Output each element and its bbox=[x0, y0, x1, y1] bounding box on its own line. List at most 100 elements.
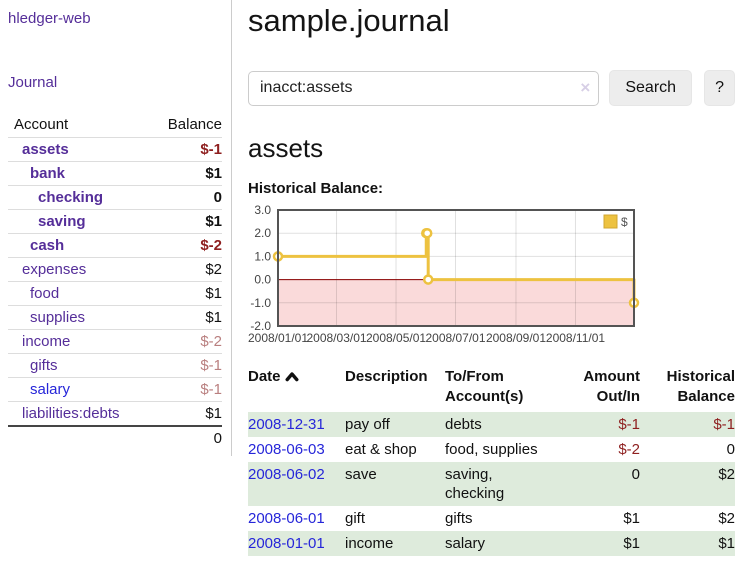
sidebar-account-link[interactable]: income bbox=[22, 333, 71, 350]
register-balance: $2 bbox=[718, 466, 735, 483]
date-sort-link[interactable]: Date bbox=[248, 368, 299, 385]
sidebar-account-balance: $2 bbox=[205, 261, 222, 278]
amount-column-header: Amount Out/In bbox=[583, 368, 640, 405]
sidebar-account-link[interactable]: food bbox=[30, 285, 60, 302]
register-description: save bbox=[345, 466, 377, 483]
register-amount: 0 bbox=[631, 466, 640, 483]
search-input[interactable] bbox=[248, 70, 600, 106]
sidebar-account-balance: $1 bbox=[205, 405, 222, 422]
register-balance: $-1 bbox=[713, 416, 735, 433]
sidebar-account-link[interactable]: liabilities:debts bbox=[22, 405, 120, 422]
register-description: income bbox=[345, 535, 394, 552]
accounts-total-value: 0 bbox=[213, 430, 222, 447]
svg-text:-2.0: -2.0 bbox=[250, 319, 271, 333]
sidebar-account-balance: $1 bbox=[205, 213, 222, 230]
chart-label: Historical Balance: bbox=[248, 180, 384, 197]
balance-chart: 3.0 2.0 1.0 0.0 -1.0 -2.02008/01/012008/03/01… bbox=[248, 203, 640, 345]
sidebar-item-journal[interactable]: Journal bbox=[8, 74, 58, 91]
sidebar-account-row: checking 0 bbox=[8, 185, 222, 210]
svg-text:2008/01/01: 2008/01/01 bbox=[248, 331, 308, 345]
svg-text:2008/11/01: 2008/11/01 bbox=[546, 331, 605, 345]
sidebar-account-balance: $-1 bbox=[200, 141, 222, 158]
sidebar-account-link[interactable]: expenses bbox=[22, 261, 87, 278]
register-accounts: food, supplies bbox=[445, 441, 538, 458]
search-button[interactable]: Search bbox=[609, 70, 693, 106]
sidebar-account-row: bank $1 bbox=[8, 161, 222, 186]
register-accounts: salary bbox=[445, 535, 486, 552]
svg-text:$: $ bbox=[621, 215, 628, 229]
svg-text:1.0: 1.0 bbox=[254, 249, 271, 263]
register-row[interactable]: 2008-06-03 eat & shop food, supplies $-2 0 bbox=[248, 437, 735, 462]
sidebar-account-row: food $1 bbox=[8, 281, 222, 306]
description-column-header: Description bbox=[345, 368, 428, 385]
sidebar-account-row: gifts $-1 bbox=[8, 353, 222, 378]
register-balance: $2 bbox=[718, 510, 735, 527]
sidebar-account-row: income $-2 bbox=[8, 329, 222, 354]
register-date-link[interactable]: 2008-06-01 bbox=[248, 510, 325, 527]
sidebar-account-link[interactable]: assets bbox=[22, 141, 69, 158]
register-row[interactable]: 2008-01-01 income salary $1 $1 bbox=[248, 531, 735, 556]
register-date-link[interactable]: 2008-01-01 bbox=[248, 535, 325, 552]
sidebar-account-row: assets $-1 bbox=[8, 137, 222, 162]
register-amount: $1 bbox=[623, 510, 640, 527]
svg-text:2008/05/01: 2008/05/01 bbox=[366, 331, 426, 345]
svg-text:2.0: 2.0 bbox=[254, 226, 271, 240]
sidebar-account-row: expenses $2 bbox=[8, 257, 222, 282]
sidebar-account-balance: $1 bbox=[205, 165, 222, 182]
register-amount: $1 bbox=[623, 535, 640, 552]
svg-text:2008/09/01: 2008/09/01 bbox=[486, 331, 546, 345]
sidebar-account-link[interactable]: cash bbox=[30, 237, 65, 254]
search-form: × Search ? bbox=[248, 70, 735, 106]
svg-text:3.0: 3.0 bbox=[254, 204, 271, 217]
account-title: assets bbox=[248, 133, 324, 163]
clear-search-icon[interactable]: × bbox=[580, 77, 591, 97]
accounts-balance-table: Account Balance assets $-1 bank $1 checking 0… bbox=[8, 112, 222, 450]
register-row[interactable]: 2008-06-02 save saving, checking 0 $2 bbox=[248, 462, 735, 506]
sidebar-account-balance: 0 bbox=[213, 189, 222, 206]
chart-box: 3.0 2.0 1.0 0.0 -1.0 -2.0 2008/01/01 2008/03/01… bbox=[248, 203, 735, 350]
register-description: gift bbox=[345, 510, 366, 527]
register-date-link[interactable]: 2008-12-31 bbox=[248, 416, 325, 433]
sidebar-account-link[interactable]: salary bbox=[30, 381, 71, 398]
balance-column-header-register: Historical Balance bbox=[666, 368, 735, 405]
register-row[interactable]: 2008-12-31 pay off debts $-1 $-1 bbox=[248, 412, 735, 437]
sidebar-account-link[interactable]: saving bbox=[38, 213, 86, 230]
balance-column-header: Balance bbox=[167, 116, 222, 133]
sidebar-account-link[interactable]: bank bbox=[30, 165, 66, 182]
sidebar-account-link[interactable]: checking bbox=[38, 189, 104, 206]
svg-text:2008/07/01: 2008/07/01 bbox=[425, 331, 485, 345]
chevron-up-icon bbox=[285, 368, 299, 388]
accounts-total-row: 0 bbox=[8, 426, 222, 450]
register-amount: $-1 bbox=[618, 416, 640, 433]
sidebar-account-balance: $-2 bbox=[200, 237, 222, 254]
sidebar-account-row: liabilities:debts $1 bbox=[8, 401, 222, 427]
sidebar-account-row: cash $-2 bbox=[8, 233, 222, 258]
svg-text:0.0: 0.0 bbox=[254, 273, 271, 287]
svg-text:2008/03/01: 2008/03/01 bbox=[306, 331, 366, 345]
sidebar-account-link[interactable]: supplies bbox=[30, 309, 86, 326]
register-amount: $-2 bbox=[618, 441, 640, 458]
svg-text:-1.0: -1.0 bbox=[250, 296, 271, 310]
sidebar-account-row: supplies $1 bbox=[8, 305, 222, 330]
register-date-link[interactable]: 2008-06-02 bbox=[248, 466, 325, 483]
help-button[interactable]: ? bbox=[704, 70, 735, 106]
register-accounts: debts bbox=[445, 416, 482, 433]
sidebar-account-balance: $1 bbox=[205, 285, 222, 302]
main-content: sample.journal × Search ? assets Histori… bbox=[233, 0, 742, 556]
page-title: sample.journal bbox=[248, 3, 450, 38]
account-column-header: Account bbox=[14, 116, 69, 133]
sidebar-account-balance: $1 bbox=[205, 309, 222, 326]
sidebar-account-row: salary $-1 bbox=[8, 377, 222, 402]
register-balance: 0 bbox=[726, 441, 735, 458]
register-row[interactable]: 2008-06-01 gift gifts $1 $2 bbox=[248, 506, 735, 531]
accounts-column-header: To/From Account(s) bbox=[445, 368, 524, 405]
register-balance: $1 bbox=[718, 535, 735, 552]
register-description: pay off bbox=[345, 416, 390, 433]
sidebar-account-balance: $-1 bbox=[200, 357, 222, 374]
brand-link[interactable]: hledger-web bbox=[8, 10, 91, 27]
sidebar-account-balance: $-2 bbox=[200, 333, 222, 350]
register-description: eat & shop bbox=[345, 441, 417, 458]
register-date-link[interactable]: 2008-06-03 bbox=[248, 441, 325, 458]
sidebar-account-link[interactable]: gifts bbox=[30, 357, 58, 374]
register-accounts: saving, checking bbox=[445, 466, 505, 502]
